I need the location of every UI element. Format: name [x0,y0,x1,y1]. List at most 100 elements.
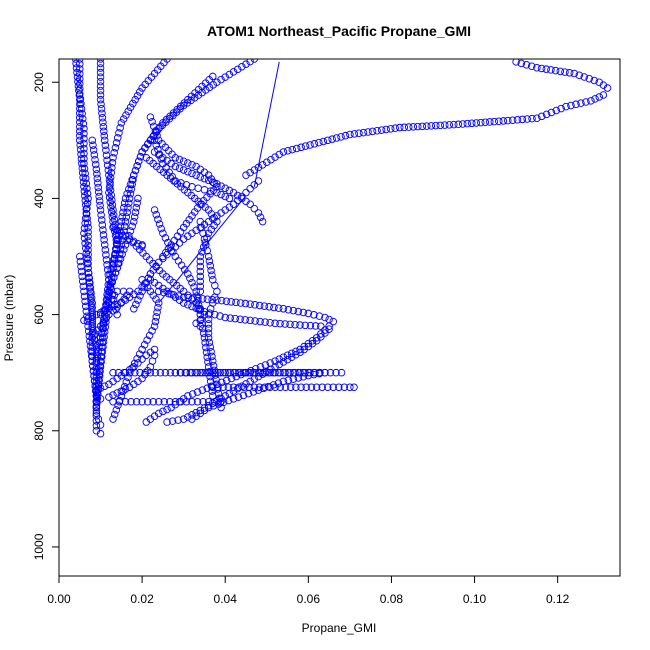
data-point [188,169,196,178]
data-point [127,397,135,406]
data-point [84,237,92,245]
data-point [154,299,163,307]
data-point [276,319,284,328]
data-point [88,334,96,342]
data-point [279,305,288,313]
data-point [132,203,141,212]
data-point [204,334,213,342]
data-point [221,368,229,377]
data-point [140,283,148,291]
data-point [208,271,216,279]
data-point [76,132,84,140]
data-point [153,131,161,140]
data-point [275,150,283,159]
data-point [100,333,108,341]
data-point [193,388,202,396]
data-point [81,192,89,200]
data-point [80,129,88,138]
data-point [508,116,517,124]
data-point [154,258,163,267]
data-point [240,383,248,391]
data-point [184,167,192,176]
data-point [221,313,229,322]
data-point [204,401,213,410]
data-point [99,118,107,127]
data-point [296,321,304,329]
data-point [113,310,121,319]
data-point [143,336,151,344]
data-point [317,333,325,341]
data-point [91,155,99,164]
data-point [271,368,279,377]
data-point [226,368,234,377]
data-point [251,368,259,377]
data-point [122,213,131,221]
data-point [134,296,142,304]
data-point [241,316,249,324]
data-point [261,318,269,326]
data-point [75,86,83,95]
data-point [203,368,212,377]
data-point [291,320,299,329]
data-point [337,368,346,377]
data-point [130,305,138,313]
data-point [125,194,134,203]
data-point [76,145,85,154]
data-point [94,348,102,356]
data-point [100,382,109,390]
data-point [76,252,84,261]
data-point [250,166,259,174]
data-point [292,144,301,153]
data-point [341,131,350,140]
data-point [329,317,338,326]
profile-series [76,59,105,438]
data-point [78,272,86,281]
data-point [587,97,595,105]
profile-series [142,154,221,296]
data-point [96,361,104,370]
data-point [254,209,263,217]
data-point [182,397,191,406]
data-point [499,117,508,125]
y-tick-label: 1000 [32,533,46,560]
data-point [166,368,175,377]
data-point [98,221,107,229]
data-point [77,267,86,276]
data-point [98,109,106,117]
data-point [203,295,212,303]
data-point [138,242,146,250]
data-point [96,421,105,429]
data-point [255,383,264,391]
data-point [86,292,95,300]
data-point [261,368,269,377]
data-point [312,383,321,391]
data-point [315,312,324,320]
y-tick-label: 800 [32,420,46,440]
data-point [179,415,188,423]
data-point [96,82,105,90]
data-point [481,118,490,127]
data-point [203,353,211,361]
data-point [92,165,101,174]
data-point [234,383,243,391]
data-point [355,129,363,137]
data-point [184,270,192,278]
data-point [138,84,146,92]
profile-series [209,383,358,391]
data-point [213,78,221,86]
data-point [89,146,98,154]
data-point [209,178,217,186]
data-point [192,304,200,312]
data-point [321,368,329,377]
data-point [250,181,259,189]
data-point [216,368,224,377]
data-point [315,138,323,147]
plot-frame [58,58,621,577]
data-point [115,250,124,258]
profile-series [109,397,225,406]
data-point [92,412,101,420]
data-point [297,143,305,152]
data-point [246,200,254,208]
data-point [221,73,229,81]
data-point [146,363,155,371]
